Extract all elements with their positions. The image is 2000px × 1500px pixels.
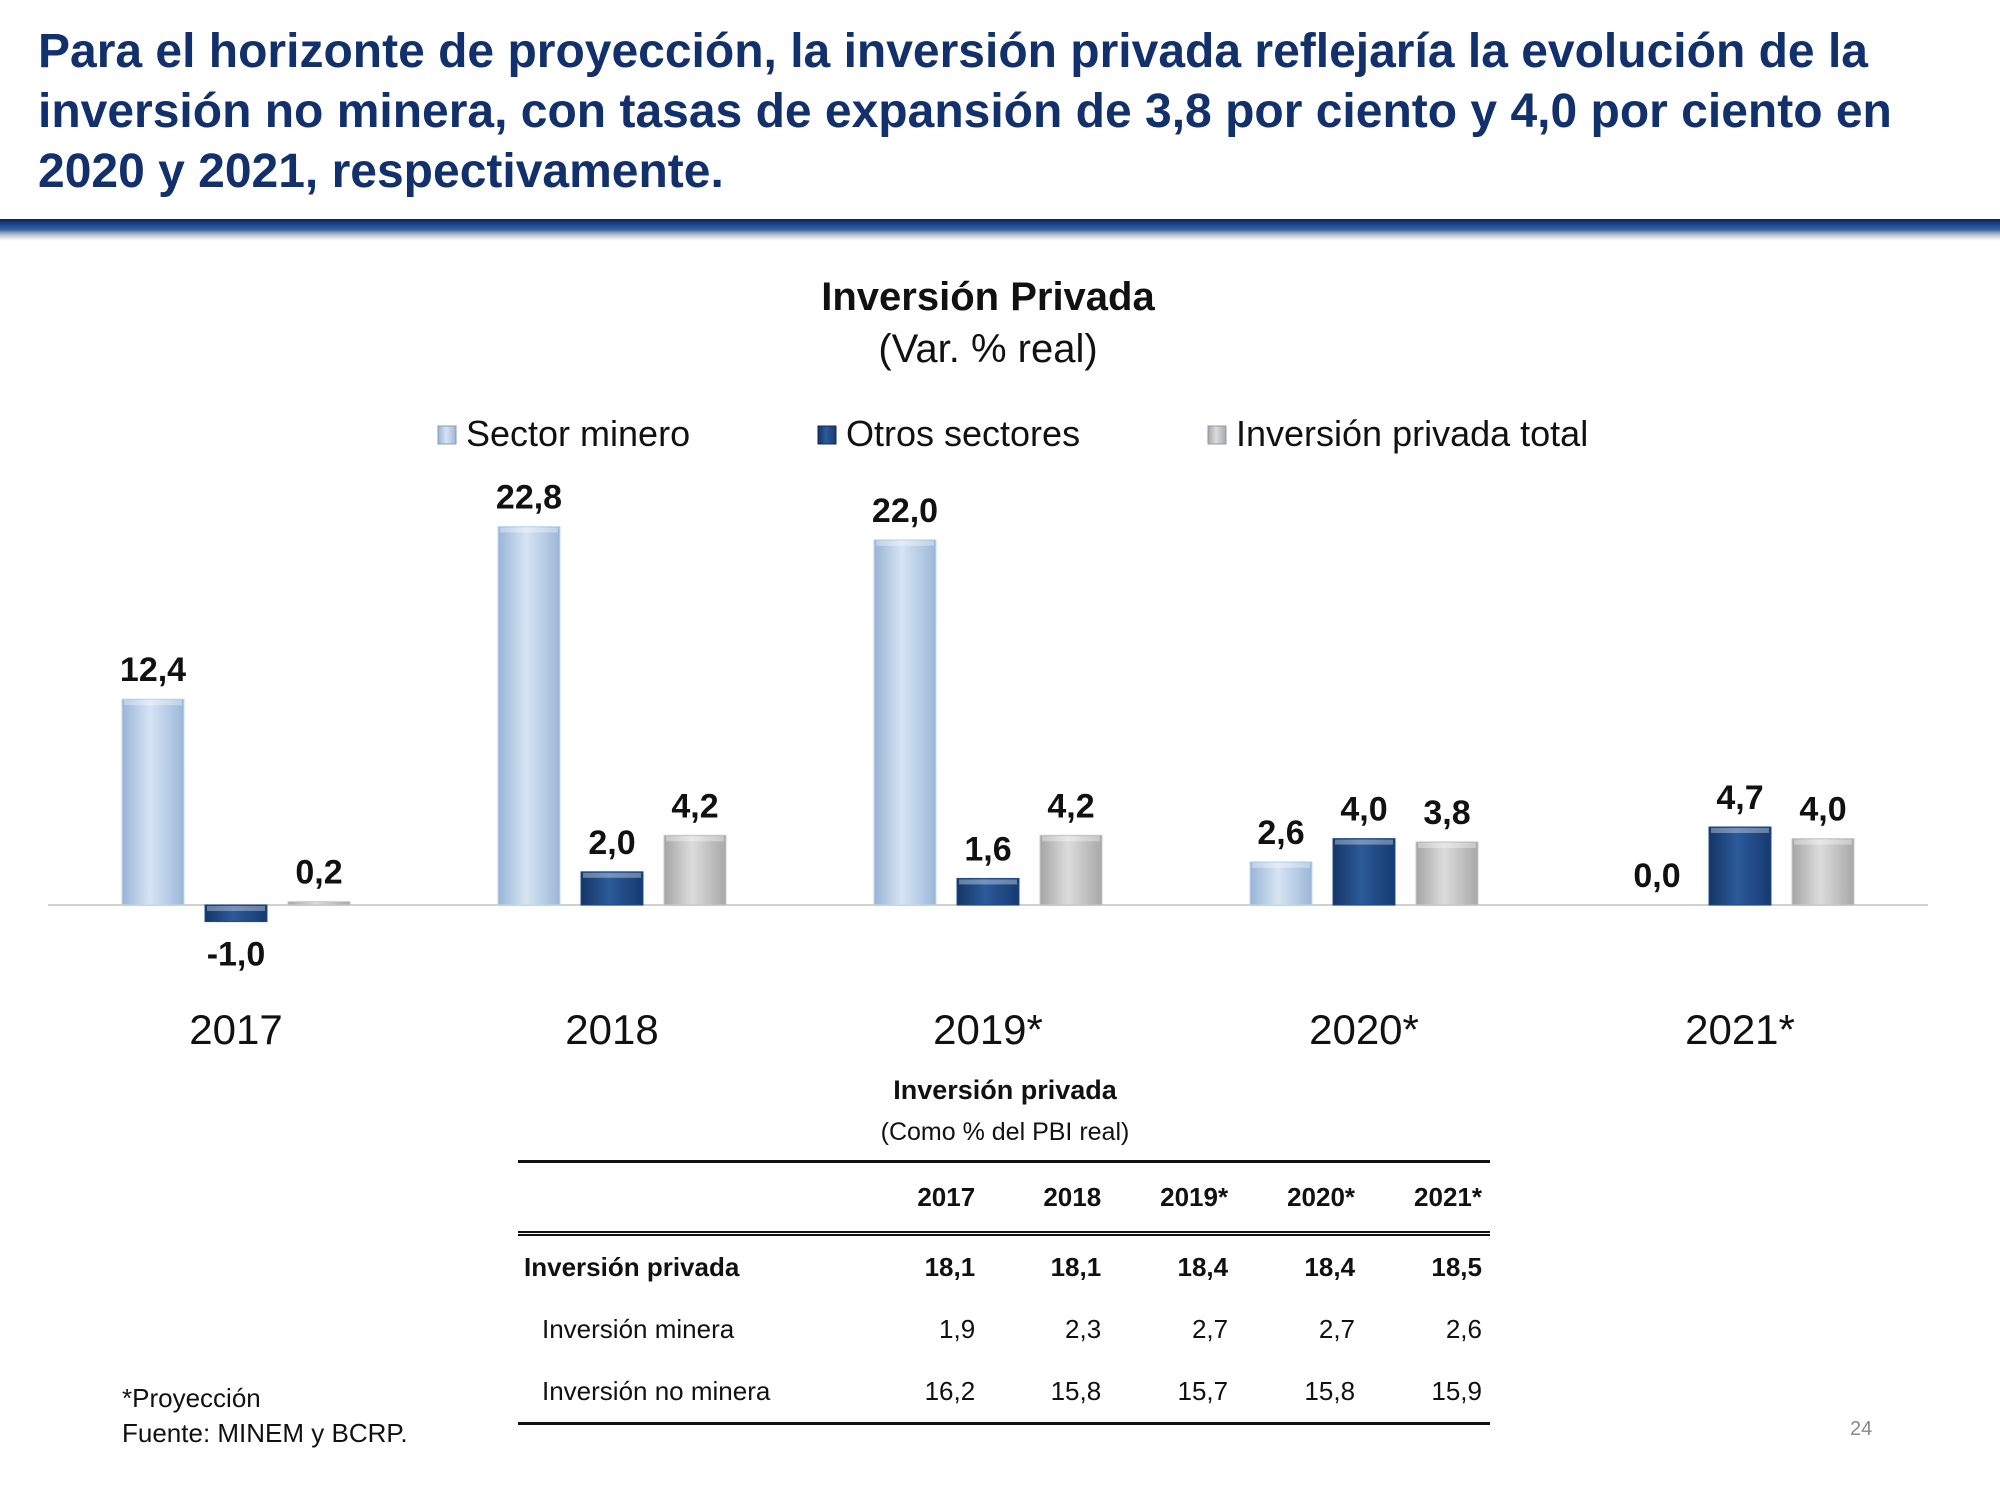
source-footnote: Fuente: MINEM y BCRP. — [122, 1418, 408, 1448]
legend-swatch-otros-sectores — [817, 425, 837, 445]
value-label-group: 12,4 22,8 22,0 2,6 0,0 -1,0 2,0 1,6 4,0 4,7 0,2 4,2… — [120, 479, 1847, 974]
bar-highlight — [500, 527, 558, 533]
bar-sector-minero-2019 — [873, 539, 937, 906]
value-label: 2,0 — [588, 824, 635, 862]
value-label: 1,6 — [964, 830, 1011, 868]
table-header-2017: 2017 — [917, 1181, 976, 1212]
legend-swatch-sector-minero — [437, 425, 457, 445]
value-label: 3,8 — [1423, 794, 1470, 832]
bar-sector-minero-2020 — [1249, 861, 1313, 906]
bar-highlight — [666, 836, 724, 842]
bar-highlight — [1252, 862, 1310, 868]
table-header-blank — [518, 1162, 857, 1234]
table-cell: 18,4 — [1109, 1231, 1237, 1298]
table-cell: 18,4 — [1236, 1231, 1364, 1298]
slide-headline: Para el horizonte de proyección, la inve… — [38, 25, 1892, 198]
table-header-2021: 2021* — [1414, 1181, 1482, 1212]
value-label: 4,0 — [1799, 791, 1846, 829]
table-cell: 16,2 — [857, 1360, 984, 1425]
category-label: 2021* — [1685, 1006, 1795, 1053]
value-label: 4,2 — [671, 787, 718, 825]
bar-otros-sectores-2019 — [956, 877, 1020, 906]
bar-inversion-total-2019 — [1039, 834, 1103, 906]
table-subtitle: (Como % del PBI real) — [880, 1118, 1130, 1146]
category-label: 2019* — [933, 1006, 1043, 1053]
bar-inversion-total-2018 — [663, 834, 727, 906]
table-cell: 15,7 — [1109, 1360, 1237, 1425]
table-row: Inversión no minera 16,2 15,8 15,7 15,8 … — [518, 1360, 1490, 1425]
category-label-group: 2017 2018 2019* 2020* 2021* — [189, 1006, 1795, 1053]
table-cell: 2,7 — [1191, 1313, 1229, 1344]
bar-otros-sectores-2021 — [1708, 826, 1772, 906]
table-cell: 2,6 — [1445, 1313, 1482, 1344]
bar-sector-minero-2017 — [121, 698, 185, 906]
table-header-2019: 2019* — [1160, 1181, 1229, 1212]
table-cell: 15,9 — [1363, 1360, 1490, 1425]
legend-label-otros-sectores: Otros sectores — [846, 413, 1080, 454]
bar-highlight — [959, 879, 1017, 885]
value-label: 22,8 — [496, 479, 562, 517]
bar-highlight — [207, 906, 265, 911]
chart-legend: Sector minero Otros sectores Inversión pri… — [437, 413, 1588, 454]
row-label-inversion-minera: Inversión minera — [542, 1313, 735, 1344]
bar-inversion-total-2020 — [1415, 841, 1479, 906]
bar-highlight — [1418, 842, 1476, 848]
table-cell: 18,1 — [857, 1231, 984, 1298]
row-label-inversion-no-minera: Inversión no minera — [518, 1360, 858, 1425]
bar-sector-minero-2018 — [497, 526, 561, 906]
table-cell: 1,9 — [939, 1313, 976, 1344]
table-cell: 2,7 — [1318, 1313, 1356, 1344]
investment-pbi-table: 2017 2018 2019* 2020* 2021* Inversión pr… — [518, 1160, 1490, 1425]
bar-highlight — [1794, 839, 1852, 845]
legend-swatch-inversion-total — [1207, 425, 1227, 445]
bar-highlight — [1042, 836, 1100, 842]
value-label: 4,7 — [1716, 779, 1763, 817]
bar-highlight — [1335, 839, 1393, 845]
legend-label-sector-minero: Sector minero — [466, 413, 690, 454]
value-label: 0,2 — [295, 854, 342, 892]
bar-highlight — [583, 872, 641, 878]
bar-inversion-total-2017 — [287, 901, 351, 906]
bar-inversion-total-2021 — [1791, 838, 1855, 906]
value-label: 12,4 — [120, 651, 186, 689]
table-cell: 15,8 — [1236, 1360, 1364, 1425]
table-cell: 2,3 — [1065, 1313, 1102, 1344]
page-number: 24 — [1850, 1418, 1873, 1440]
row-label-inversion-privada: Inversión privada — [518, 1231, 858, 1298]
bar-otros-sectores-2017 — [204, 904, 268, 923]
value-label: -1,0 — [207, 936, 266, 974]
table-title: Inversión privada — [893, 1075, 1117, 1105]
table-cell: 18,1 — [983, 1231, 1110, 1298]
chart-title: Inversión Privada — [821, 275, 1155, 319]
table-row: Inversión minera 1,9 2,3 2,7 2,7 2,6 — [518, 1298, 1490, 1360]
bar-highlight — [1711, 827, 1769, 833]
table-header-2020: 2020* — [1287, 1181, 1356, 1212]
header-divider — [0, 219, 2000, 241]
projection-footnote: *Proyección — [122, 1383, 261, 1413]
bar-highlight — [876, 540, 934, 546]
category-label: 2020* — [1309, 1006, 1419, 1053]
private-investment-chart: Inversión Privada (Var. % real) Sector m… — [48, 275, 1928, 1053]
bar-highlight — [124, 700, 182, 706]
table-header-2018: 2018 — [1043, 1181, 1102, 1212]
table-cell: 15,8 — [983, 1360, 1110, 1425]
value-label: 0,0 — [1633, 857, 1680, 895]
value-label: 4,2 — [1047, 787, 1094, 825]
legend-label-inversion-total: Inversión privada total — [1236, 413, 1588, 454]
chart-subtitle: (Var. % real) — [878, 327, 1097, 371]
value-label: 4,0 — [1340, 791, 1387, 829]
bar-otros-sectores-2018 — [580, 871, 644, 906]
table-header-row: 2017 2018 2019* 2020* 2021* — [518, 1161, 1490, 1234]
table-cell: 18,5 — [1363, 1231, 1490, 1298]
value-label: 22,0 — [872, 492, 938, 530]
value-label: 2,6 — [1257, 814, 1304, 852]
category-label: 2017 — [189, 1006, 282, 1053]
bar-group — [121, 526, 1855, 923]
bar-otros-sectores-2020 — [1332, 838, 1396, 906]
category-label: 2018 — [565, 1006, 658, 1053]
table-row: Inversión privada 18,1 18,1 18,4 18,4 18… — [518, 1231, 1490, 1298]
